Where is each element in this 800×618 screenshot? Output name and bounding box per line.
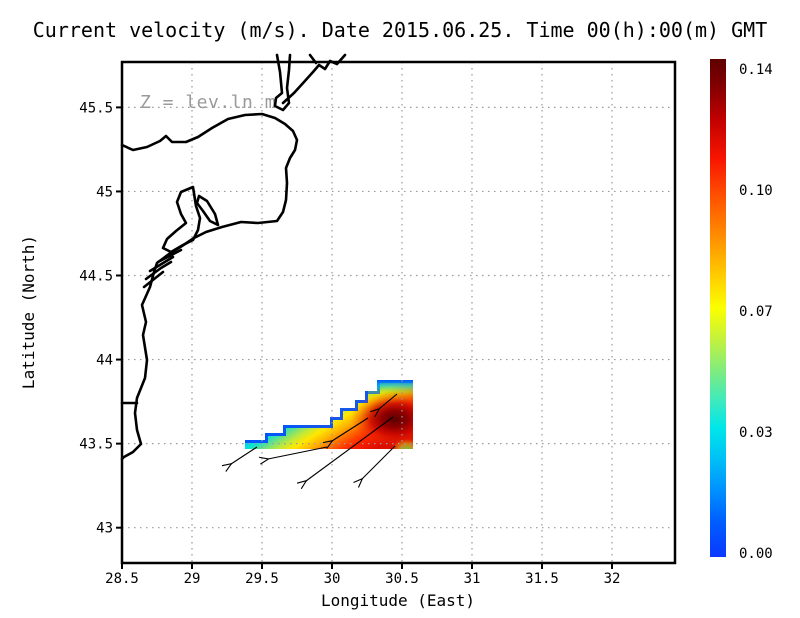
colorbar-tick-label: 0.10 [739, 183, 773, 199]
plot-frame [120, 60, 677, 565]
current-vector-arrow [332, 417, 369, 441]
lagoon-spits [142, 248, 183, 289]
colorbar-tick-label: 0.14 [739, 62, 773, 78]
colorbar-tick-label: 0.07 [739, 304, 773, 320]
current-vector-arrow [231, 446, 258, 464]
y-tick-label: 45.5 [79, 100, 113, 116]
velocity-patch-max-core [351, 391, 413, 447]
y-axis-label: Latitude (North) [19, 235, 38, 389]
coastline [120, 53, 347, 461]
velocity-heat-patch [245, 380, 413, 449]
x-tick-label: 32 [604, 571, 621, 587]
y-tick-label: 43.5 [79, 437, 113, 453]
x-tick-label: 29.5 [245, 571, 279, 587]
coastline-main [120, 112, 299, 461]
x-axis-label: Longitude (East) [321, 591, 475, 610]
lagoon-lobe [195, 194, 220, 227]
y-tick-label: 45 [96, 184, 113, 200]
y-tick-label: 43 [96, 521, 113, 537]
current-vector-arrow [268, 446, 328, 459]
x-tick-label: 31.5 [525, 571, 559, 587]
colorbar-labels: 0.14 0.10 0.07 0.03 0.00 [739, 62, 773, 562]
x-tick-label: 29 [184, 571, 201, 587]
x-tick-label: 28.5 [105, 571, 139, 587]
axis-ticks [116, 106, 613, 569]
level-annotation: Z = lev.ln m [140, 92, 276, 113]
y-tick-label: 44.5 [79, 269, 113, 285]
y-tick-label: 44 [96, 353, 113, 369]
colorbar [710, 59, 726, 557]
current-vector-arrow [306, 416, 394, 481]
velocity-patch-corner-green [391, 439, 413, 449]
current-vector-arrows [231, 393, 398, 481]
colorbar-tick-label: 0.00 [739, 546, 773, 562]
x-tick-label: 30.5 [385, 571, 419, 587]
lagoon-main [161, 185, 202, 254]
gridlines [121, 62, 675, 563]
x-tick-label: 31 [464, 571, 481, 587]
current-vector-arrow [379, 393, 398, 409]
x-tick-label: 30 [324, 571, 341, 587]
current-vector-arrow [362, 445, 396, 479]
figure-title: Current velocity (m/s). Date 2015.06.25.… [33, 18, 768, 42]
colorbar-tick-label: 0.03 [739, 425, 773, 441]
axis-tick-labels: 28.5 29 29.5 30 30.5 31 31.5 32 45.5 45 44.5 44 43.5… [79, 100, 620, 587]
